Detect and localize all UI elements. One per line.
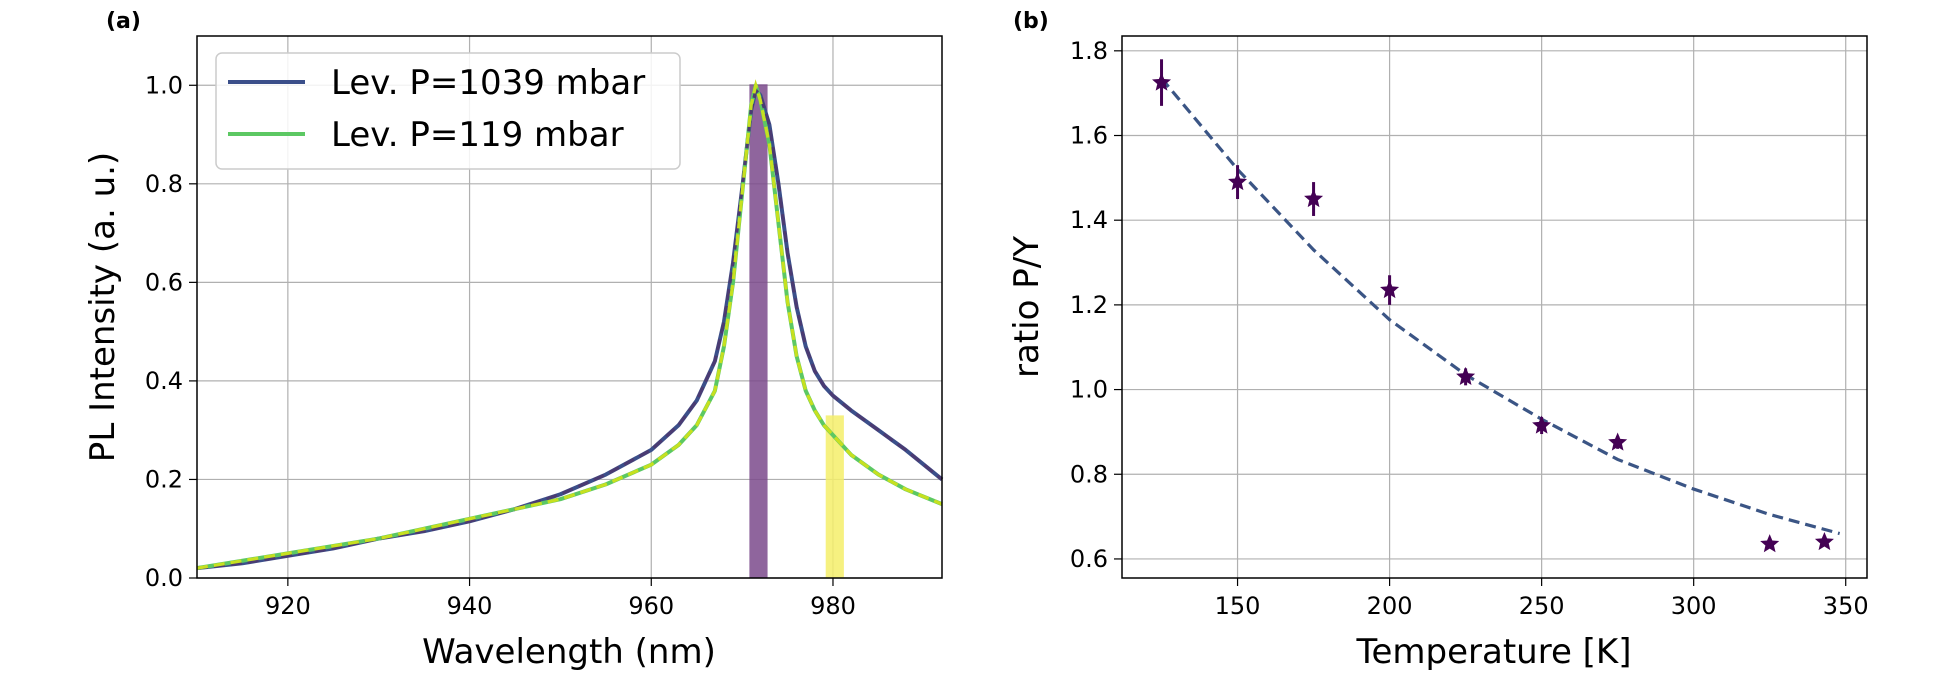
panel-a-shaded-bands xyxy=(749,84,844,578)
panel-a-plot: 920 940 960 980 0.0 0.2 0.4 0.6 0.8 1.0 (a) Wave… xyxy=(83,9,944,672)
panel-b-grid xyxy=(1122,36,1867,578)
shaded-band xyxy=(749,84,768,578)
panel-b-y-ticks: 0.6 0.8 1.0 1.2 1.4 1.6 1.8 xyxy=(1070,37,1122,573)
x-tick-label: 350 xyxy=(1823,592,1869,620)
x-tick-label: 300 xyxy=(1671,592,1717,620)
y-tick-label: 0.8 xyxy=(1070,460,1108,488)
legend-frame xyxy=(215,52,681,170)
y-tick-label: 1.0 xyxy=(145,71,183,99)
panel-b-data-points xyxy=(1152,59,1834,553)
panel-b-label: (b) xyxy=(1013,9,1049,34)
data-point-star xyxy=(1814,532,1834,551)
data-point-star xyxy=(1760,534,1780,553)
panel-a-x-ticks: 920 940 960 980 xyxy=(265,578,856,620)
panel-a-series xyxy=(196,79,944,571)
panel-a-x-axis-label: Wavelength (nm) xyxy=(422,632,716,672)
legend-label-series-1: Lev. P=1039 mbar xyxy=(331,63,645,103)
y-tick-label: 1.4 xyxy=(1070,206,1108,234)
panel-a-label: (a) xyxy=(106,9,141,34)
panel-b-fit-curve xyxy=(1160,77,1841,536)
series-fit-line-2 xyxy=(196,79,943,570)
y-tick-label: 1.6 xyxy=(1070,122,1108,150)
data-point-star xyxy=(1152,72,1172,91)
data-point-star xyxy=(1228,172,1248,191)
y-tick-label: 0.0 xyxy=(145,564,183,592)
x-tick-label: 250 xyxy=(1519,592,1565,620)
panel-b-x-ticks: 150 200 250 300 350 xyxy=(1215,578,1869,620)
fit-curve xyxy=(1160,77,1841,536)
shaded-band xyxy=(825,415,844,578)
x-tick-label: 980 xyxy=(810,592,856,620)
panel-b-x-axis-label: Temperature [K] xyxy=(1355,632,1631,672)
x-tick-label: 960 xyxy=(628,592,674,620)
panel-b-y-axis-label: ratio P/Y xyxy=(1007,236,1047,378)
panel-a-legend: Lev. P=1039 mbar Lev. P=119 mbar xyxy=(215,52,681,170)
panel-a-y-ticks: 0.0 0.2 0.4 0.6 0.8 1.0 xyxy=(145,71,197,592)
x-tick-label: 200 xyxy=(1367,592,1413,620)
x-tick-label: 150 xyxy=(1215,592,1261,620)
y-tick-label: 0.6 xyxy=(145,268,183,296)
y-tick-label: 1.8 xyxy=(1070,37,1108,65)
data-point-star xyxy=(1456,366,1476,385)
y-tick-label: 0.6 xyxy=(1070,545,1108,573)
legend-label-series-2: Lev. P=119 mbar xyxy=(331,115,624,155)
panel-b-plot: 150 200 250 300 350 0.6 0.8 1.0 1.2 1.4 1.6 1.8 (b… xyxy=(1007,9,1869,672)
panel-a-frame xyxy=(196,35,943,579)
data-point-star xyxy=(1608,432,1628,451)
panel-b-frame xyxy=(1121,35,1868,579)
panel-b-background xyxy=(1122,36,1867,578)
data-point-star xyxy=(1304,189,1324,208)
y-tick-label: 1.0 xyxy=(1070,376,1108,404)
y-tick-label: 0.2 xyxy=(145,465,183,493)
y-tick-label: 0.8 xyxy=(145,170,183,198)
panel-a-y-axis-label: PL Intensity (a. u.) xyxy=(83,152,123,462)
y-tick-label: 0.4 xyxy=(145,367,183,395)
data-point-star xyxy=(1380,280,1400,299)
y-tick-label: 1.2 xyxy=(1070,291,1108,319)
data-point-star xyxy=(1532,415,1552,434)
x-tick-label: 920 xyxy=(265,592,311,620)
x-tick-label: 940 xyxy=(447,592,493,620)
